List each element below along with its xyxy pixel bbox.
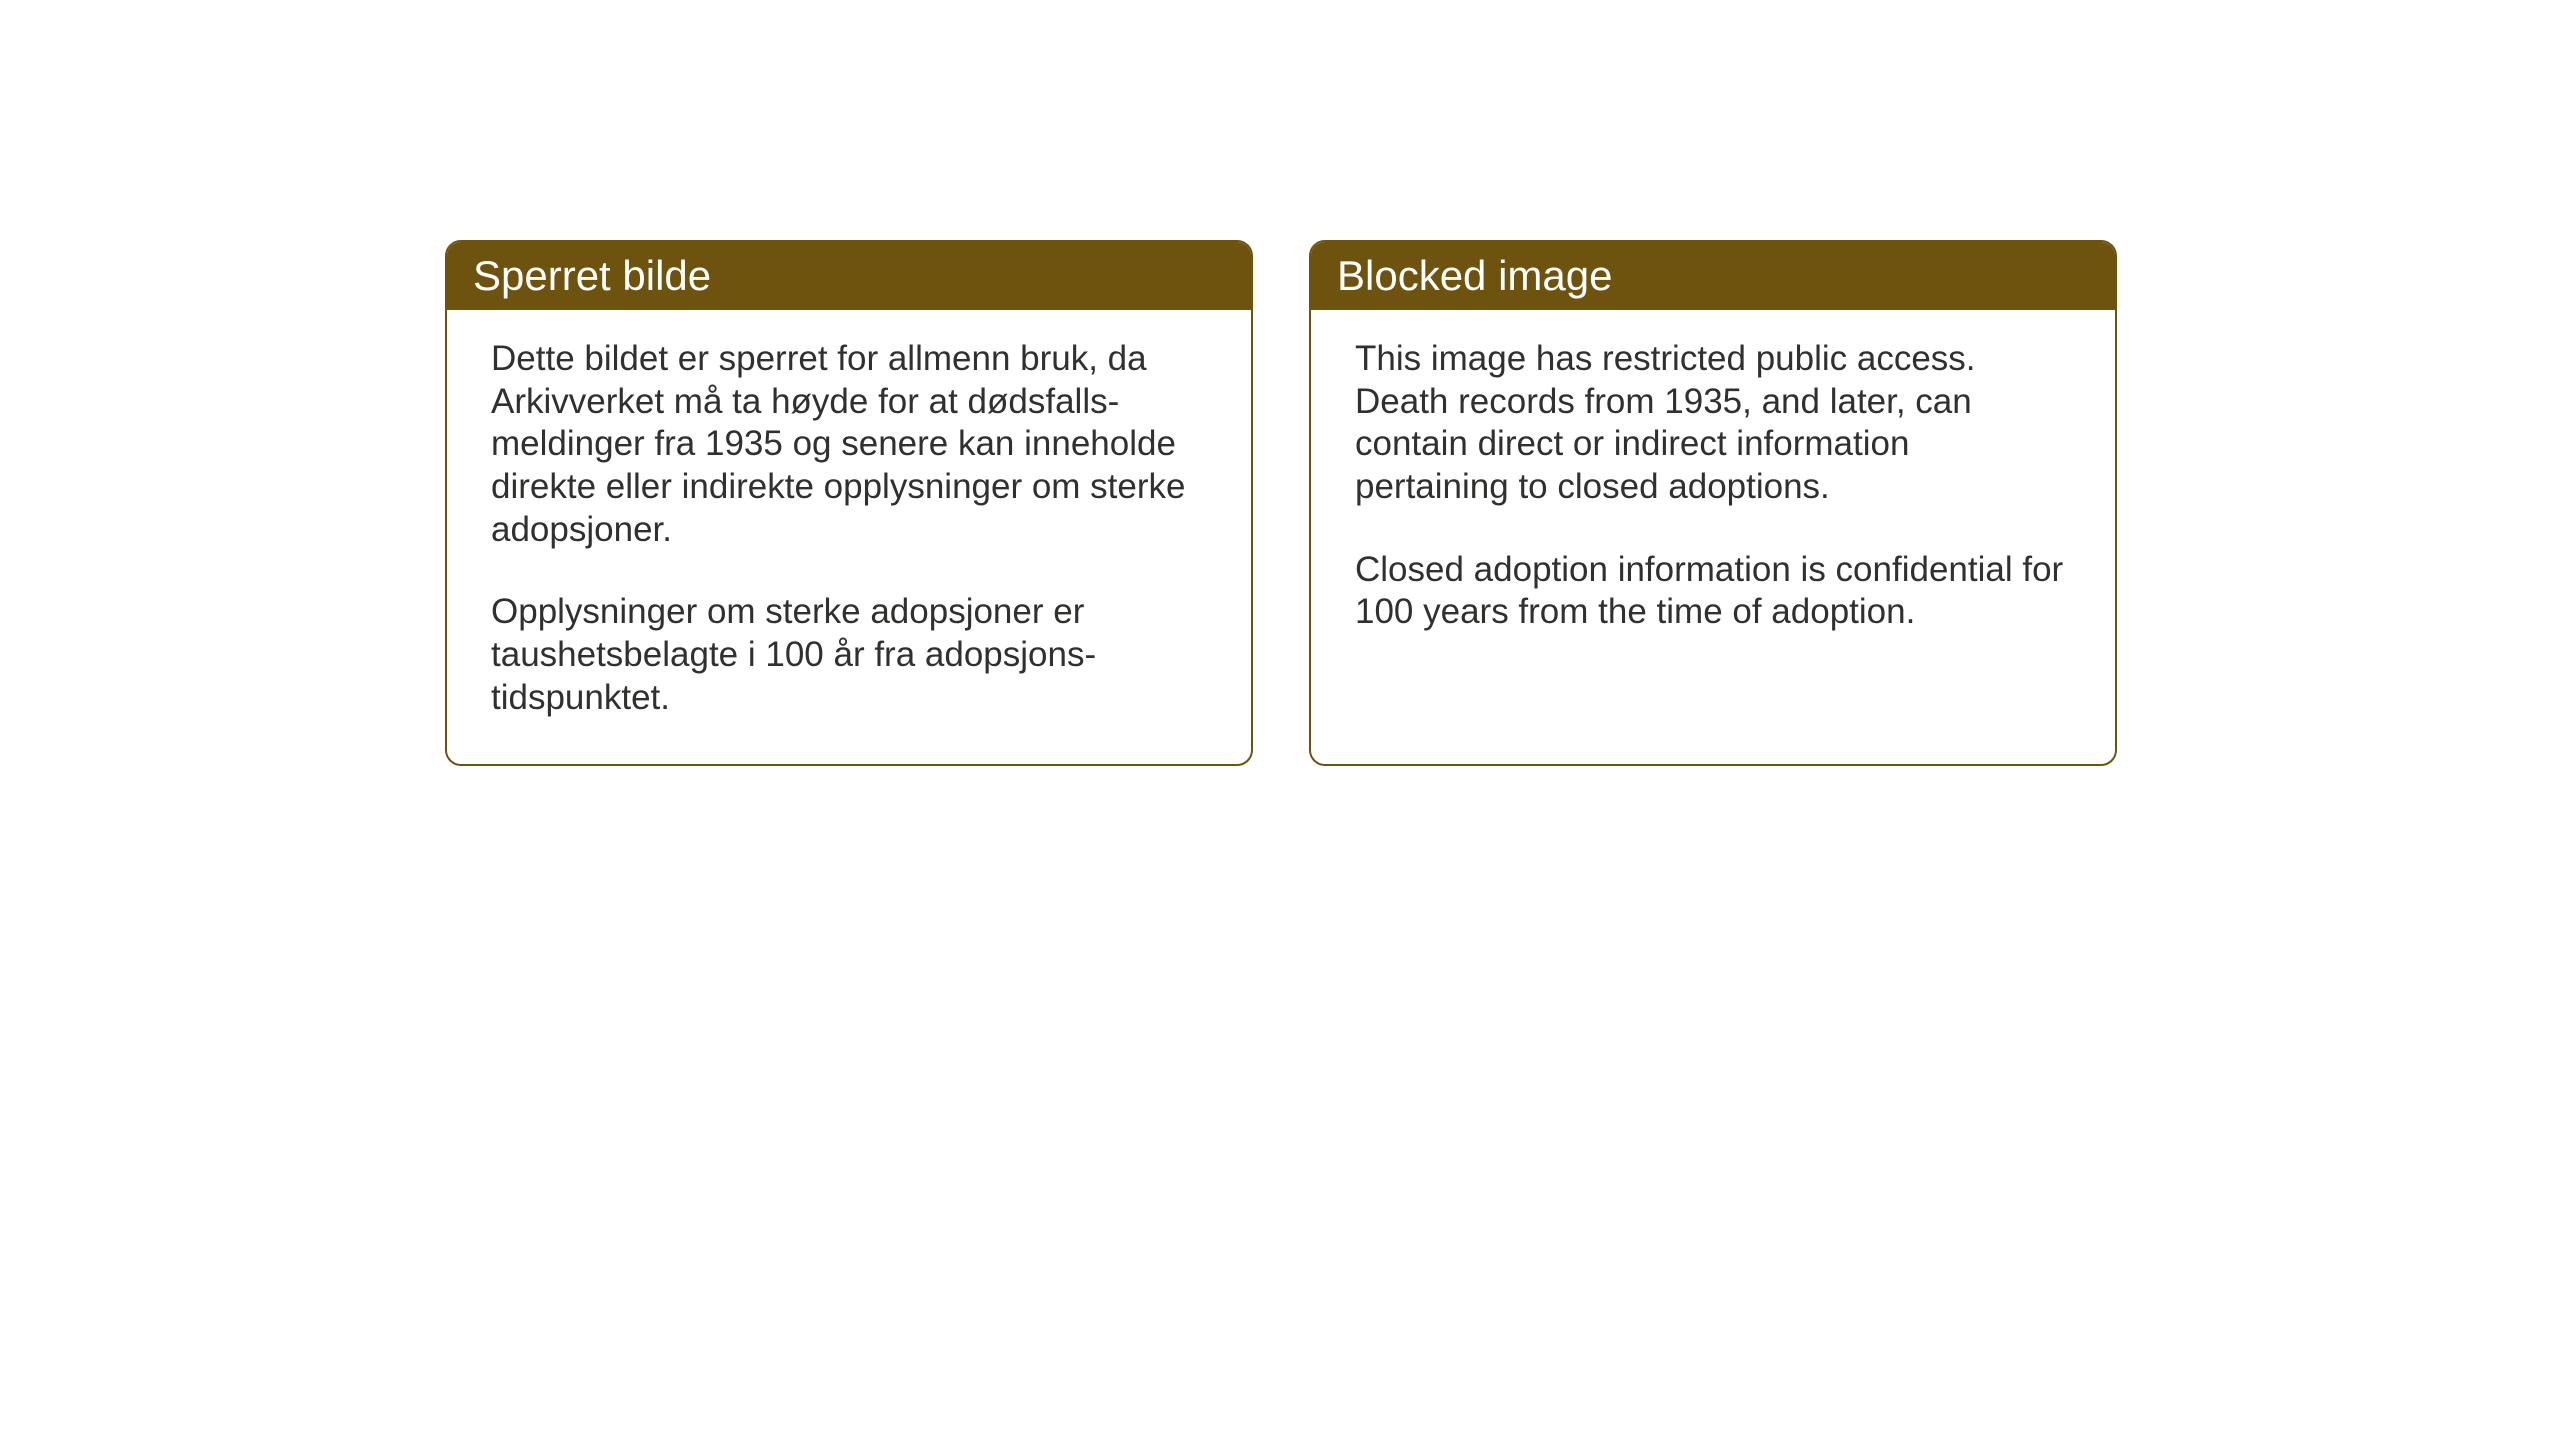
panel-paragraph: Opplysninger om sterke adopsjoner er tau… [491, 591, 1207, 719]
panel-paragraph: This image has restricted public access.… [1355, 338, 2071, 509]
panel-norwegian: Sperret bilde Dette bildet er sperret fo… [445, 240, 1253, 766]
panel-header-english: Blocked image [1311, 242, 2115, 310]
panel-body-english: This image has restricted public access.… [1311, 310, 2115, 678]
panel-paragraph: Dette bildet er sperret for allmenn bruk… [491, 338, 1207, 551]
panel-paragraph: Closed adoption information is confident… [1355, 549, 2071, 634]
panel-header-norwegian: Sperret bilde [447, 242, 1251, 310]
panels-container: Sperret bilde Dette bildet er sperret fo… [445, 240, 2117, 766]
panel-english: Blocked image This image has restricted … [1309, 240, 2117, 766]
panel-body-norwegian: Dette bildet er sperret for allmenn bruk… [447, 310, 1251, 764]
